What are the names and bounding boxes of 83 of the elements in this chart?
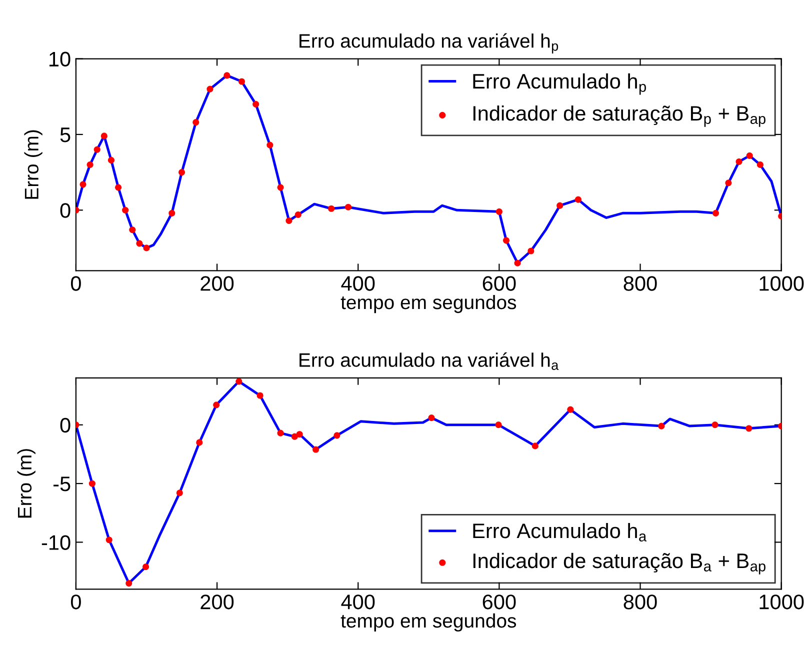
- point: [495, 422, 502, 428]
- point: [178, 169, 186, 176]
- point: [502, 237, 510, 244]
- point: [88, 480, 96, 487]
- point: [100, 132, 108, 140]
- y-tick-label: 5: [60, 128, 70, 142]
- point: [136, 240, 143, 247]
- point: [142, 564, 150, 570]
- point: [277, 184, 284, 191]
- y-axis-title: Erro (m): [24, 130, 42, 199]
- x-axis-title: tempo em segundos: [340, 613, 516, 632]
- point: [291, 433, 298, 440]
- point: [206, 86, 214, 92]
- point: [168, 210, 176, 216]
- point: [213, 402, 220, 408]
- y-tick-label: -10: [42, 535, 70, 550]
- x-tick-label: 0: [70, 276, 81, 291]
- point: [712, 210, 720, 216]
- legend-label: Erro Acumulado h$_{a}$: [473, 522, 647, 542]
- point: [736, 158, 742, 165]
- point: [266, 142, 274, 148]
- point: [224, 72, 230, 79]
- point: [114, 184, 122, 191]
- y-tick-label: 0: [60, 203, 70, 218]
- point: [129, 226, 136, 234]
- point: [756, 161, 764, 168]
- point: [126, 580, 132, 587]
- point: [574, 196, 582, 203]
- x-tick-label: 400: [341, 594, 375, 610]
- point: [286, 217, 292, 224]
- x-tick-label: 600: [482, 276, 516, 291]
- point: [192, 119, 200, 126]
- point: [86, 161, 94, 168]
- point: [256, 392, 264, 399]
- point: [528, 248, 534, 254]
- point: [746, 425, 752, 432]
- x-axis-title: tempo em segundos: [340, 294, 516, 314]
- point: [496, 208, 502, 215]
- x-tick-label: 600: [482, 594, 516, 610]
- y-tick-label: 10: [50, 52, 70, 67]
- x-tick-label: 400: [341, 276, 375, 291]
- x-tick-label: 800: [624, 594, 657, 610]
- chart-title: Erro acumulado na variável h$_{a}$: [300, 352, 559, 370]
- point: [428, 414, 435, 422]
- point: [514, 260, 521, 266]
- point: [277, 430, 284, 436]
- point: [725, 180, 732, 186]
- point: [532, 442, 538, 450]
- x-tick-label: 0: [70, 594, 81, 610]
- x-tick-label: 200: [200, 276, 234, 291]
- point: [176, 490, 183, 496]
- point: [122, 206, 129, 214]
- x-tick-label: 200: [200, 594, 234, 610]
- point: [106, 536, 112, 544]
- y-tick-label: 0: [60, 418, 70, 433]
- point: [94, 146, 100, 153]
- x-tick-label: 800: [624, 276, 657, 291]
- legend-label: Indicador de saturação B$_{p}$ + B$_{ap}$: [473, 105, 766, 127]
- point: [80, 181, 86, 188]
- point: [294, 211, 302, 218]
- x-tick-label: 1000: [760, 276, 804, 291]
- point: [328, 205, 335, 212]
- point: [196, 439, 203, 446]
- legend-label: Erro Acumulado h$_{p}$: [473, 73, 646, 95]
- point: [143, 244, 150, 252]
- point: [746, 152, 753, 159]
- point: [712, 422, 718, 428]
- point: [238, 78, 246, 85]
- point: [334, 432, 340, 439]
- point: [658, 422, 665, 430]
- chart-title: Erro acumulado na variável h$_{p}$: [300, 33, 558, 54]
- point: [252, 100, 260, 108]
- point: [108, 156, 115, 164]
- point: [344, 204, 352, 210]
- y-tick-label: -5: [53, 476, 70, 492]
- legend-label: Indicador de saturação B$_{a}$ + B$_{ap}$: [473, 552, 766, 574]
- point: [556, 202, 564, 209]
- y-axis-title: Erro (m): [17, 449, 36, 518]
- point: [296, 430, 303, 438]
- point: [567, 406, 574, 413]
- point: [236, 378, 242, 385]
- point: [312, 446, 320, 453]
- x-tick-label: 1000: [760, 594, 804, 610]
